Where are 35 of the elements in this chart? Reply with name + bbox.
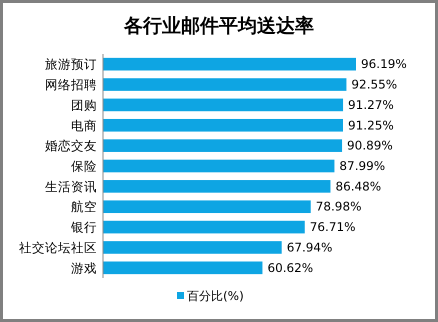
bar	[103, 180, 330, 193]
y-tick-label: 电商	[71, 118, 97, 133]
bar	[103, 220, 305, 234]
data-label: 78.98%	[316, 200, 362, 214]
y-tick-label: 团购	[71, 97, 97, 112]
y-tick-label: 游戏	[71, 260, 97, 276]
data-label: 91.27%	[348, 98, 394, 112]
y-tick-label: 旅游预订	[45, 56, 97, 72]
y-tick-label: 生活资讯	[45, 178, 97, 194]
data-label: 92.55%	[351, 78, 398, 92]
data-label: 67.94%	[286, 240, 332, 254]
y-tick-label: 婚恋交友	[45, 138, 97, 154]
bar	[103, 241, 282, 254]
data-label: 76.71%	[310, 220, 356, 234]
data-label: 87.99%	[339, 159, 386, 173]
bar	[103, 78, 346, 91]
data-label: 86.48%	[335, 179, 382, 194]
y-tick-label: 银行	[70, 220, 97, 235]
y-tick-label: 网络招聘	[45, 77, 97, 92]
legend-label: 百分比(%)	[187, 289, 244, 303]
data-label: 90.89%	[347, 138, 393, 153]
bar	[103, 58, 356, 70]
bar	[103, 98, 344, 112]
data-label: 96.19%	[361, 57, 407, 72]
chart-title: 各行业邮件平均送达率	[123, 15, 314, 37]
bar	[103, 200, 311, 214]
y-tick-label: 保险	[71, 158, 97, 174]
bar	[103, 118, 344, 132]
bar	[103, 160, 334, 172]
y-tick-label: 航空	[71, 199, 97, 214]
bar	[103, 262, 262, 274]
data-label: 60.62%	[267, 260, 314, 275]
y-tick-label: 社交论坛社区	[19, 240, 97, 255]
bar	[103, 139, 342, 152]
data-label: 91.25%	[348, 118, 394, 132]
